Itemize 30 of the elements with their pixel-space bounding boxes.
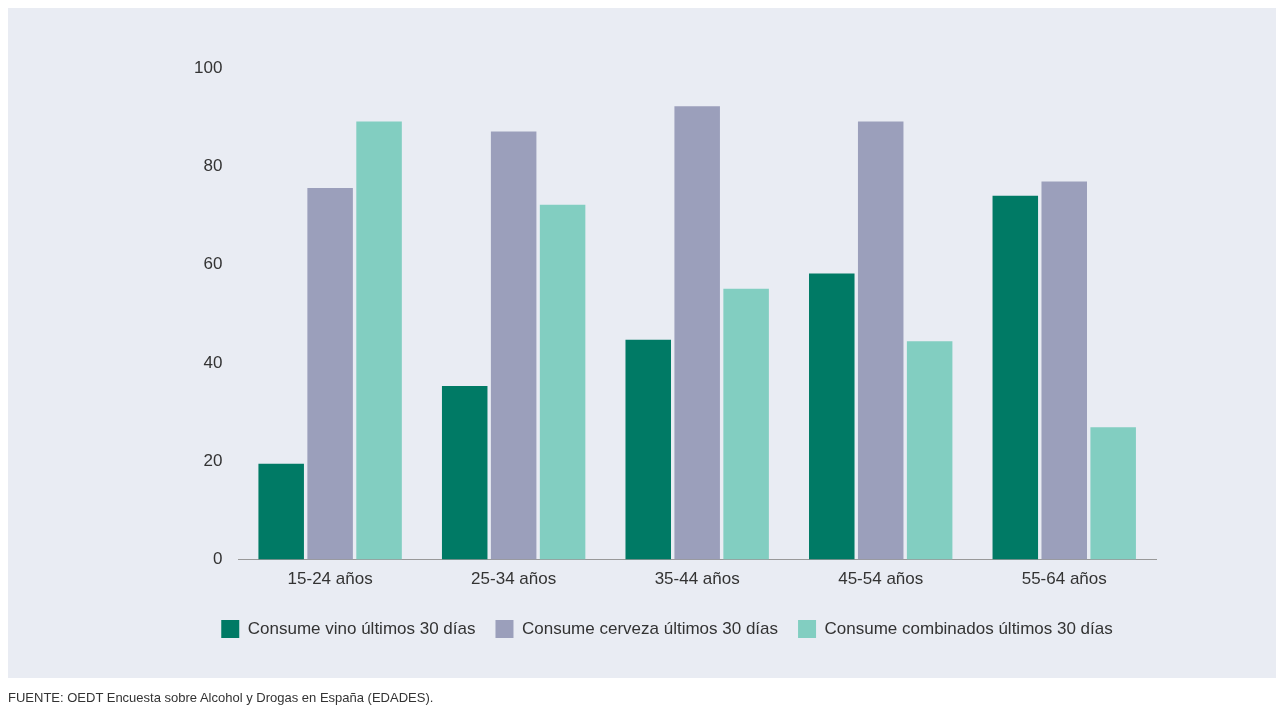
bar [625,339,671,560]
y-tick-label: 20 [203,450,223,470]
y-tick-label: 0 [212,549,223,569]
bar [809,273,855,560]
y-tick-label: 80 [203,156,223,176]
x-tick-label: 55-64 años [1021,569,1107,589]
x-tick-label: 45-54 años [838,569,924,589]
y-tick-label: 60 [203,254,223,274]
bar [539,204,586,560]
legend-label: Consume cerveza últimos 30 días [521,618,779,638]
bar [258,463,304,560]
x-tick-label: 15-24 años [287,569,373,589]
legend-label: Consume vino últimos 30 días [247,618,476,638]
legend-label: Consume combinados últimos 30 días [824,618,1113,638]
source-note: FUENTE: OEDT Encuesta sobre Alcohol y Drogas en España (EDADES). [8,690,435,705]
bar [441,386,488,560]
bar [1041,181,1087,560]
bar [857,121,904,560]
x-tick-label: 35-44 años [654,569,740,589]
bar [723,288,769,560]
bar [906,341,953,560]
bar [490,131,537,560]
bar [992,195,1039,560]
bar [356,121,402,560]
bar [674,106,720,560]
bar [1090,427,1136,560]
y-tick-label: 40 [203,352,223,372]
x-tick-label: 25-34 años [471,569,557,589]
bar [307,187,353,560]
y-tick-label: 100 [193,57,223,77]
